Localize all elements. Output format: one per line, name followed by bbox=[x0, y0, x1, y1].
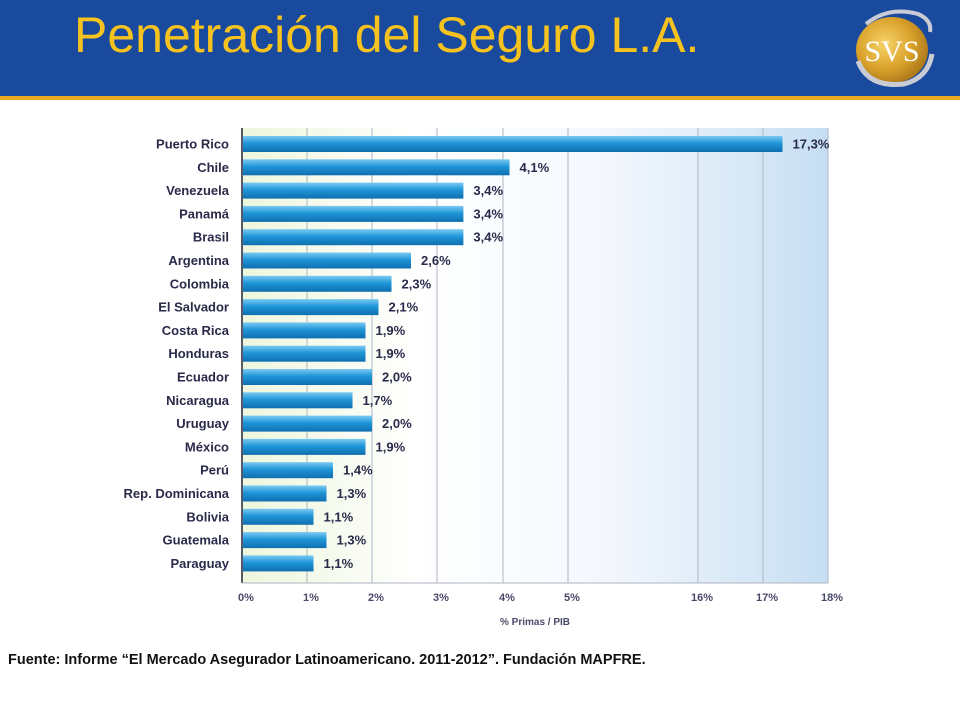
value-label: 1,4% bbox=[343, 463, 373, 478]
bar bbox=[243, 182, 464, 199]
logo-swoosh-bottom bbox=[855, 53, 935, 88]
x-tick-label: 5% bbox=[564, 592, 580, 604]
value-label: 1,1% bbox=[324, 556, 354, 571]
category-label: El Salvador bbox=[158, 300, 229, 315]
category-label: Paraguay bbox=[170, 556, 229, 571]
logo-text: SVS bbox=[864, 35, 919, 68]
bar-chart: Puerto Rico Chile Venezuela Panamá Brasil Arg… bbox=[124, 128, 843, 628]
x-tick-label: 2% bbox=[368, 592, 384, 604]
value-label: 2,0% bbox=[382, 370, 412, 385]
category-label: Panamá bbox=[179, 206, 230, 221]
x-tick-label: 4% bbox=[499, 592, 515, 604]
value-label: 3,4% bbox=[473, 206, 503, 221]
x-tick-label: 18% bbox=[821, 592, 843, 604]
category-label: Venezuela bbox=[166, 183, 230, 198]
value-label: 1,9% bbox=[376, 323, 406, 338]
category-label: Chile bbox=[197, 160, 229, 175]
value-label: 2,3% bbox=[402, 276, 432, 291]
logo-disc bbox=[856, 17, 928, 83]
x-tick-label: 0% bbox=[238, 592, 254, 604]
bar bbox=[243, 322, 366, 339]
category-label: Rep. Dominicana bbox=[124, 486, 230, 501]
category-label: Colombia bbox=[170, 276, 230, 291]
bar bbox=[243, 555, 314, 572]
value-label: 1,3% bbox=[337, 486, 367, 501]
value-label: 1,3% bbox=[337, 533, 367, 548]
bar bbox=[243, 299, 379, 316]
header-bar bbox=[0, 0, 960, 96]
value-label: 1,1% bbox=[324, 509, 354, 524]
bar bbox=[243, 415, 372, 432]
value-label: 1,7% bbox=[363, 393, 393, 408]
bar bbox=[243, 205, 464, 222]
value-label: 4,1% bbox=[520, 160, 550, 175]
category-label: Uruguay bbox=[176, 416, 230, 431]
bar bbox=[243, 508, 314, 525]
category-label: Bolivia bbox=[186, 509, 229, 524]
value-label: 2,1% bbox=[389, 300, 419, 315]
value-label: 17,3% bbox=[793, 137, 830, 152]
bar bbox=[243, 136, 783, 152]
category-label: Costa Rica bbox=[162, 323, 230, 338]
value-label: 2,0% bbox=[382, 416, 412, 431]
value-label: 3,4% bbox=[473, 183, 503, 198]
bar bbox=[243, 275, 392, 292]
bar bbox=[243, 345, 366, 362]
bar bbox=[243, 252, 411, 269]
bar bbox=[243, 159, 510, 176]
bar bbox=[243, 438, 366, 455]
x-axis-title: % Primas / PIB bbox=[500, 617, 570, 628]
svs-logo: SVS bbox=[855, 9, 935, 88]
category-label: Perú bbox=[200, 463, 229, 478]
bar bbox=[243, 462, 333, 479]
header-accent-line bbox=[0, 96, 960, 100]
bar bbox=[243, 369, 372, 385]
value-label: 1,9% bbox=[376, 439, 406, 454]
value-label: 3,4% bbox=[473, 230, 503, 245]
category-label: Argentina bbox=[168, 253, 229, 268]
category-label: Ecuador bbox=[177, 370, 229, 385]
bar bbox=[243, 532, 327, 549]
category-label: México bbox=[185, 439, 229, 454]
category-label: Brasil bbox=[193, 230, 229, 245]
x-tick-label: 1% bbox=[303, 592, 319, 604]
logo-swoosh-top bbox=[864, 9, 933, 33]
bar bbox=[243, 229, 464, 246]
category-label: Puerto Rico bbox=[156, 137, 229, 152]
value-label: 1,9% bbox=[376, 346, 406, 361]
x-tick-label: 16% bbox=[691, 592, 713, 604]
x-tick-label: 3% bbox=[433, 592, 449, 604]
category-label: Nicaragua bbox=[166, 393, 230, 408]
value-label: 2,6% bbox=[421, 253, 451, 268]
source-note: Fuente: Informe “El Mercado Asegurador L… bbox=[8, 652, 646, 668]
bar bbox=[243, 485, 327, 502]
x-tick-label: 17% bbox=[756, 592, 778, 604]
category-label: Guatemala bbox=[163, 533, 230, 548]
page-title: Penetración del Seguro L.A. bbox=[74, 7, 700, 63]
bar bbox=[243, 392, 353, 409]
category-label: Honduras bbox=[168, 346, 229, 361]
